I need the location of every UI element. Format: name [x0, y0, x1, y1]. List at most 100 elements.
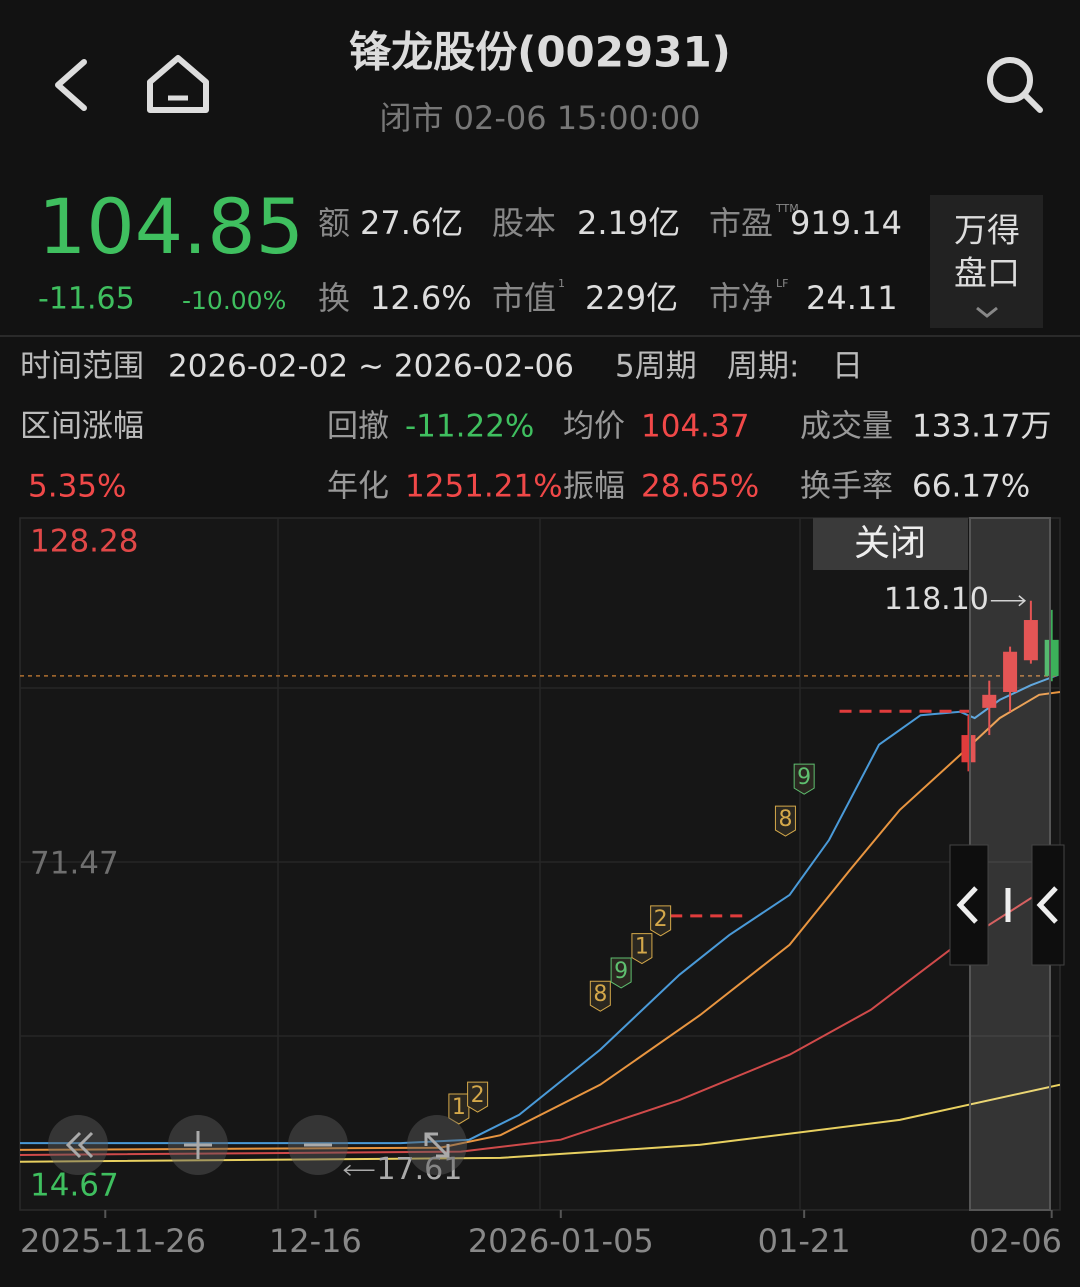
- depth-button-bg: [930, 195, 1043, 328]
- stat-label: 市净: [709, 279, 773, 317]
- range-handle[interactable]: [949, 844, 1065, 966]
- home-button[interactable]: [147, 55, 209, 113]
- zoom-in-icon: [184, 1131, 212, 1159]
- metric-value: 133.17万: [912, 409, 1051, 445]
- arrow-head: [343, 1164, 351, 1176]
- marker-label: 1: [452, 1095, 466, 1120]
- metric-value: 66.17%: [912, 469, 1030, 505]
- marker-badge: [650, 905, 672, 937]
- period-label: 周期:: [727, 349, 799, 385]
- depth-button-line: 万得: [954, 211, 1020, 250]
- stat-label: 额: [318, 204, 350, 242]
- x-tick-label: 02-06: [969, 1222, 1062, 1260]
- market-status: 闭市 02-06 15:00:00: [379, 99, 700, 137]
- sequence-marker: 1: [631, 933, 653, 965]
- marker-badge: [631, 933, 653, 965]
- price-change: -11.65: [38, 282, 135, 317]
- ma-line: [20, 1083, 1060, 1163]
- period[interactable]: 日: [832, 349, 863, 385]
- range-change: 5.35%: [28, 469, 126, 505]
- depth-button[interactable]: 万得 盘口: [930, 195, 1043, 328]
- high-label: 118.10: [884, 582, 989, 617]
- x-tick-label: 12-16: [269, 1222, 362, 1260]
- range-change-label: 区间涨幅: [20, 409, 144, 445]
- search-icon-handle: [1022, 92, 1043, 113]
- close-button-bg: [813, 518, 968, 570]
- marker-label: 8: [593, 982, 607, 1007]
- sequence-marker: 8: [774, 805, 796, 837]
- stat-value: 27.6亿: [360, 204, 463, 242]
- chevron: [976, 306, 998, 318]
- marker-badge: [774, 805, 796, 837]
- metric-label: 振幅: [563, 469, 625, 505]
- y-label: 71.47: [30, 846, 119, 882]
- price-change-pct: -10.00%: [182, 286, 286, 315]
- stat-value: 919.14: [790, 204, 902, 242]
- close-button[interactable]: 关闭: [813, 518, 968, 570]
- range-label: 时间范围: [20, 349, 144, 385]
- grid: [20, 518, 1060, 1210]
- stat-label: 市盈: [709, 204, 773, 242]
- stat-sup: 1: [558, 277, 565, 290]
- stat-value: 229亿: [585, 279, 678, 317]
- metric-value: 104.37: [641, 409, 749, 445]
- marker-badge: [793, 763, 815, 795]
- stat-value: 24.11: [806, 279, 898, 317]
- metric-label: 换手率: [800, 469, 893, 505]
- marker-label: 8: [778, 807, 792, 832]
- arrow-head: [1018, 595, 1027, 607]
- depth-button-line: 盘口: [954, 254, 1020, 293]
- range-count: 5周期: [615, 349, 697, 385]
- search-button[interactable]: [987, 57, 1043, 113]
- stat-sup: TTM: [775, 202, 799, 215]
- metric-value: -11.22%: [405, 409, 534, 445]
- expand-icon: [424, 1132, 450, 1158]
- search-icon: [987, 57, 1033, 103]
- marker-badge: [448, 1093, 470, 1125]
- low-label: 17.61: [376, 1152, 462, 1187]
- x-tick-label: 01-21: [758, 1222, 851, 1260]
- y-label: 14.67: [30, 1167, 119, 1203]
- handle-icon: [1036, 886, 1058, 924]
- metric-label: 年化: [327, 469, 389, 505]
- ma-line: [20, 691, 1060, 1151]
- marker-label: 2: [654, 907, 668, 932]
- ma-line: [20, 674, 1059, 1145]
- candle-body: [1044, 639, 1059, 676]
- range-dates: 2026-02-02 ~ 2026-02-06: [168, 349, 574, 385]
- back-button[interactable]: [55, 59, 87, 111]
- stat-sup: LF: [776, 277, 788, 290]
- marker-badge: [467, 1081, 489, 1113]
- metric-label: 成交量: [800, 409, 893, 445]
- marker-label: 2: [471, 1083, 485, 1108]
- stat-label: 换: [318, 279, 350, 317]
- sequence-marker: 2: [650, 905, 672, 937]
- marker-badge: [610, 957, 632, 989]
- candle-body: [1003, 651, 1018, 692]
- home-icon: [147, 55, 209, 113]
- marker-label: 1: [635, 935, 649, 960]
- stat-value: 12.6%: [370, 279, 472, 317]
- axis: 128.28 71.47 14.67 2025-11-26 12-16 2026-01-0…: [20, 524, 1062, 1260]
- handle-icon: [956, 886, 978, 924]
- y-label: 128.28: [30, 524, 138, 560]
- ma-line: [20, 878, 1060, 1156]
- close-button-label: 关闭: [854, 523, 926, 564]
- metric-value: 1251.21%: [405, 469, 563, 505]
- x-tick-label: 2026-01-05: [468, 1222, 654, 1260]
- zoom-controls: [48, 1115, 467, 1175]
- handle-bg: [949, 844, 989, 966]
- x-tick-label: 2025-11-26: [20, 1222, 206, 1260]
- metric-value: 28.65%: [641, 469, 759, 505]
- sequence-marker: 9: [793, 763, 815, 795]
- metric-label: 回撤: [327, 409, 389, 445]
- sequence-marker: 8: [589, 980, 611, 1012]
- rewind-icon: [65, 1131, 94, 1159]
- marker-label: 9: [614, 959, 628, 984]
- candle-body: [1023, 620, 1038, 661]
- stat-label: 股本: [492, 204, 556, 242]
